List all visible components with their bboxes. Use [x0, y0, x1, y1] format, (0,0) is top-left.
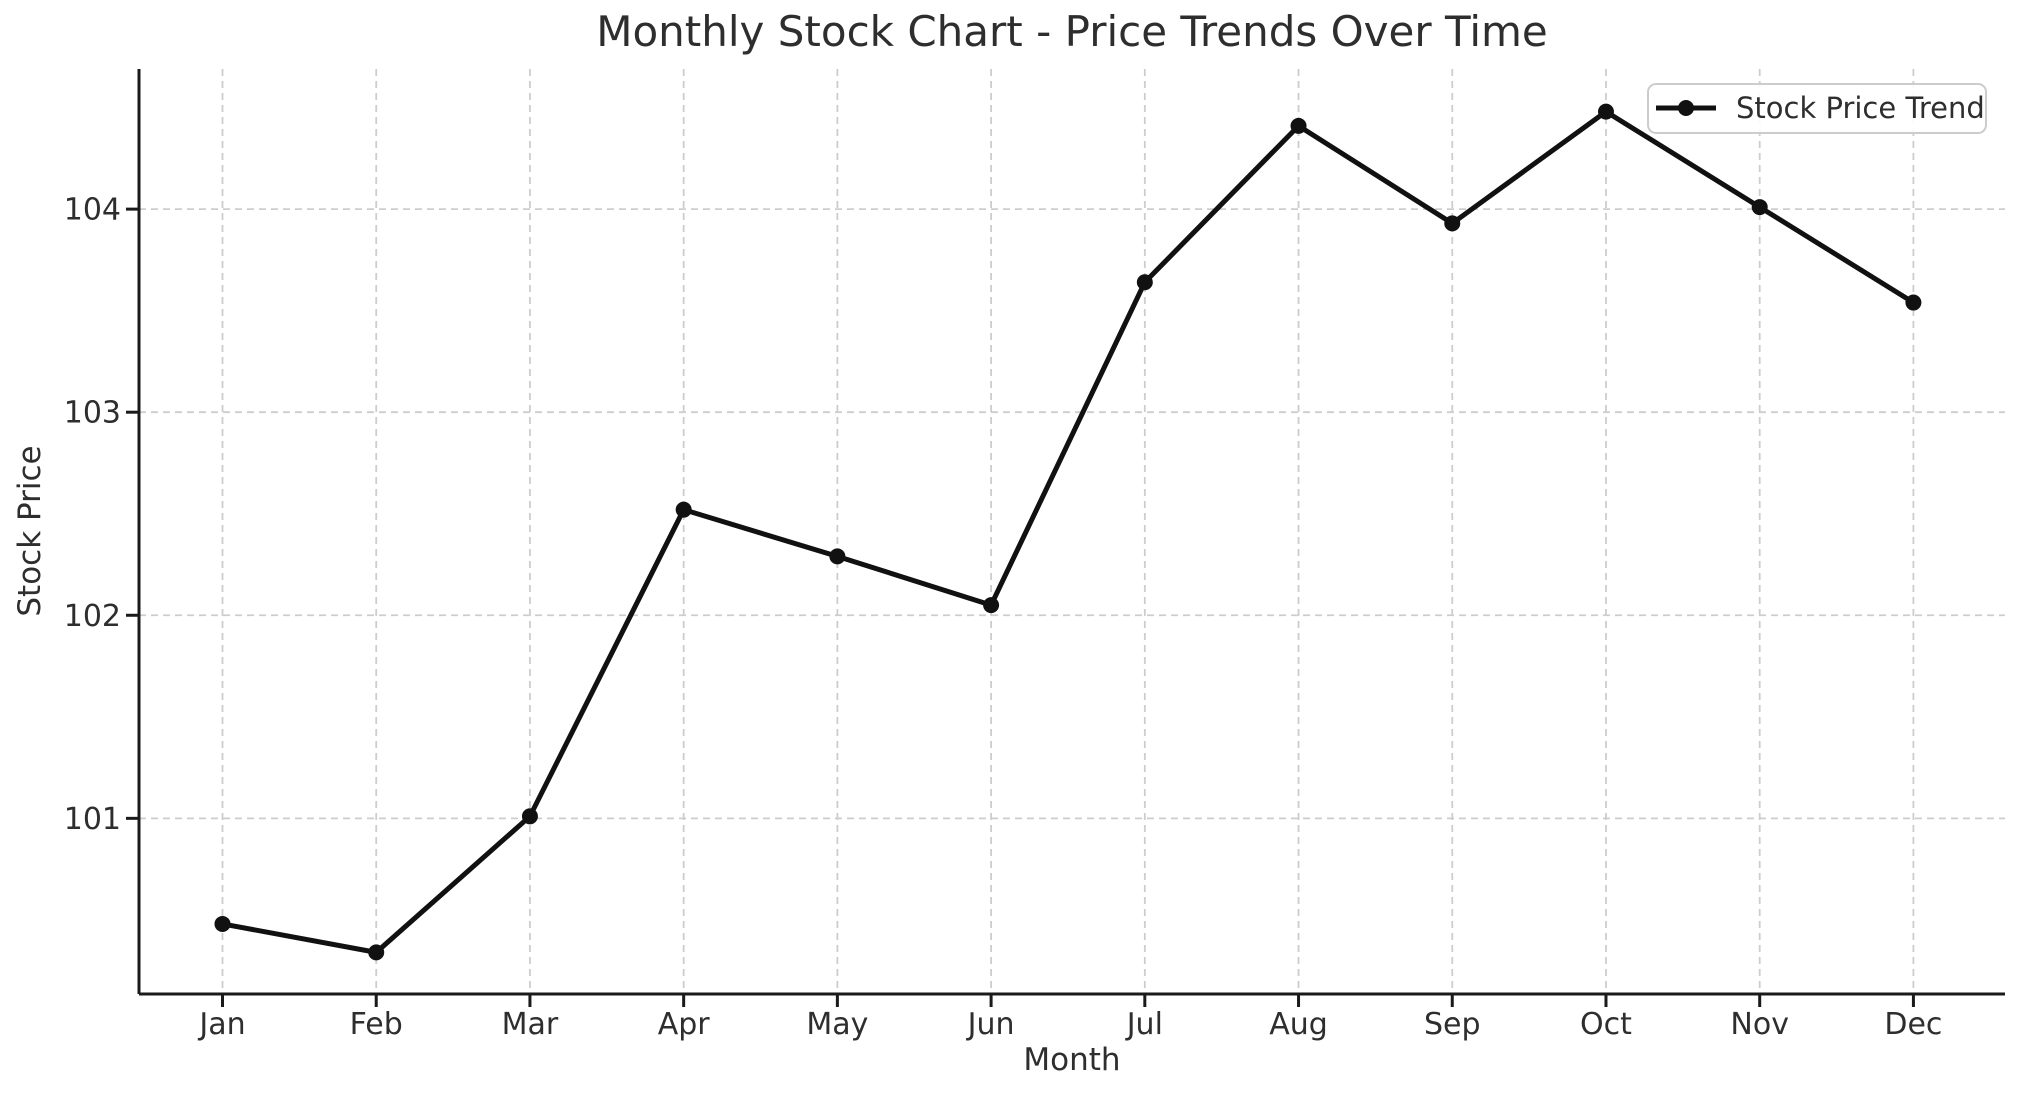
data-point-marker [521, 808, 538, 825]
x-tick-label: Feb [350, 1007, 403, 1042]
x-tick-label: Apr [658, 1007, 711, 1042]
x-tick-labels: Jan Feb Mar Apr May Jun Jul Aug Sep Oct Nov Dec [197, 1007, 1942, 1042]
data-point-marker [983, 597, 1000, 614]
x-tick-label: Sep [1424, 1007, 1481, 1042]
x-tick-label: May [806, 1007, 868, 1042]
legend-box [1647, 83, 1987, 134]
data-point-marker [214, 915, 231, 932]
y-tick-label: 103 [64, 396, 121, 431]
x-tick-label: Mar [502, 1007, 559, 1042]
y-tick-label: 101 [64, 802, 121, 837]
data-point-marker [368, 944, 385, 961]
data-point-marker [829, 548, 846, 565]
data-point-marker [1290, 117, 1307, 134]
series-line [220, 109, 1916, 955]
x-tick-label: Aug [1269, 1007, 1328, 1042]
data-point-marker [1597, 103, 1614, 120]
y-axis-label: Stock Price [12, 445, 48, 616]
y-tick-label: 102 [64, 599, 121, 634]
x-axis-label: Month [1023, 1042, 1120, 1078]
data-point-marker [1905, 294, 1922, 311]
x-tick-label: Jan [197, 1007, 245, 1042]
legend-marker-icon [1678, 100, 1694, 116]
data-point-marker [1751, 199, 1768, 216]
legend: Stock Price Trend [1647, 83, 1987, 134]
data-point-marker [1444, 215, 1461, 232]
x-tick-label: Nov [1730, 1007, 1789, 1042]
x-tick-label: Oct [1580, 1007, 1632, 1042]
x-tick-label: Dec [1884, 1007, 1942, 1042]
legend-label: Stock Price Trend [1736, 91, 1985, 125]
data-point-marker [675, 501, 692, 518]
axis-ticks [126, 207, 1915, 1007]
stock-price-series [214, 103, 1922, 961]
data-point-marker [1136, 274, 1153, 291]
gridlines [139, 69, 2005, 994]
x-tick-label: Jul [1125, 1007, 1163, 1042]
chart-title: Monthly Stock Chart - Price Trends Over … [596, 7, 1548, 56]
y-tick-label: 104 [64, 193, 121, 228]
x-tick-label: Jun [966, 1007, 1015, 1042]
y-tick-labels: 101 102 103 104 [64, 193, 121, 837]
